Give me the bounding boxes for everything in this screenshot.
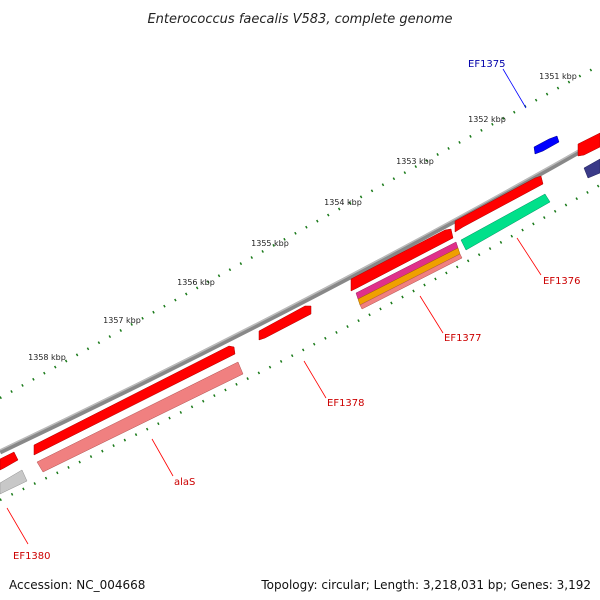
ruler-ticks-inner xyxy=(0,183,600,502)
gene-ef1376-feature[interactable] xyxy=(460,193,551,251)
gene-label-ef1375[interactable]: EF1375 xyxy=(468,59,506,70)
leader-line-ef1378 xyxy=(303,360,327,399)
tick-label: 1353 kbp xyxy=(396,157,434,166)
tick-label: 1355 kbp xyxy=(251,239,289,248)
tick-label: 1358 kbp xyxy=(28,353,66,362)
leader-line-ef1376 xyxy=(516,237,542,276)
map-title: Enterococcus faecalis V583, complete gen… xyxy=(147,12,452,27)
gene-ef1376-fwd-arrow[interactable] xyxy=(454,175,544,233)
genome-backbone-highlight xyxy=(0,137,600,451)
genome-backbone xyxy=(0,137,600,455)
tick-label: 1356 kbp xyxy=(177,278,215,287)
gene-ef1377-fwd-arrow[interactable] xyxy=(350,228,454,292)
genome-stats-text: Topology: circular; Length: 3,218,031 bp… xyxy=(261,578,591,592)
gene-label-ef1376[interactable]: EF1376 xyxy=(543,276,581,287)
leader-line-alas xyxy=(151,438,174,477)
gene-label-ef1380[interactable]: EF1380 xyxy=(13,551,51,562)
gene-ef1375-arrow[interactable] xyxy=(533,135,560,155)
accession-text: Accession: NC_004668 xyxy=(9,578,146,592)
tick-label: 1354 kbp xyxy=(324,198,362,207)
gene-ef1380-grey-feature[interactable] xyxy=(0,469,28,495)
gene-label-ef1377[interactable]: EF1377 xyxy=(444,333,482,344)
tick-label: 1357 kbp xyxy=(103,316,141,325)
leader-line-ef1375 xyxy=(502,68,527,109)
gene-ef1377-pink-feature[interactable] xyxy=(359,253,463,310)
gene-alas-fwd-arrow[interactable] xyxy=(33,345,236,456)
gene-ef1376-right-feature[interactable] xyxy=(583,158,600,179)
gene-label-alas[interactable]: alaS xyxy=(174,477,195,488)
leader-line-ef1377 xyxy=(419,295,444,334)
gene-ef1380-arrow[interactable] xyxy=(0,451,19,471)
leader-line-ef1380 xyxy=(6,507,29,545)
tick-label: 1351 kbp xyxy=(539,72,577,81)
gene-ef1378-arrow[interactable] xyxy=(258,305,312,341)
gene-alas-feature[interactable] xyxy=(36,361,244,473)
tick-label: 1352 kbp xyxy=(468,115,506,124)
ruler-ticks-outer xyxy=(0,63,600,400)
gene-ef1375-right-arrow[interactable] xyxy=(577,132,600,157)
gene-label-ef1378[interactable]: EF1378 xyxy=(327,398,365,409)
